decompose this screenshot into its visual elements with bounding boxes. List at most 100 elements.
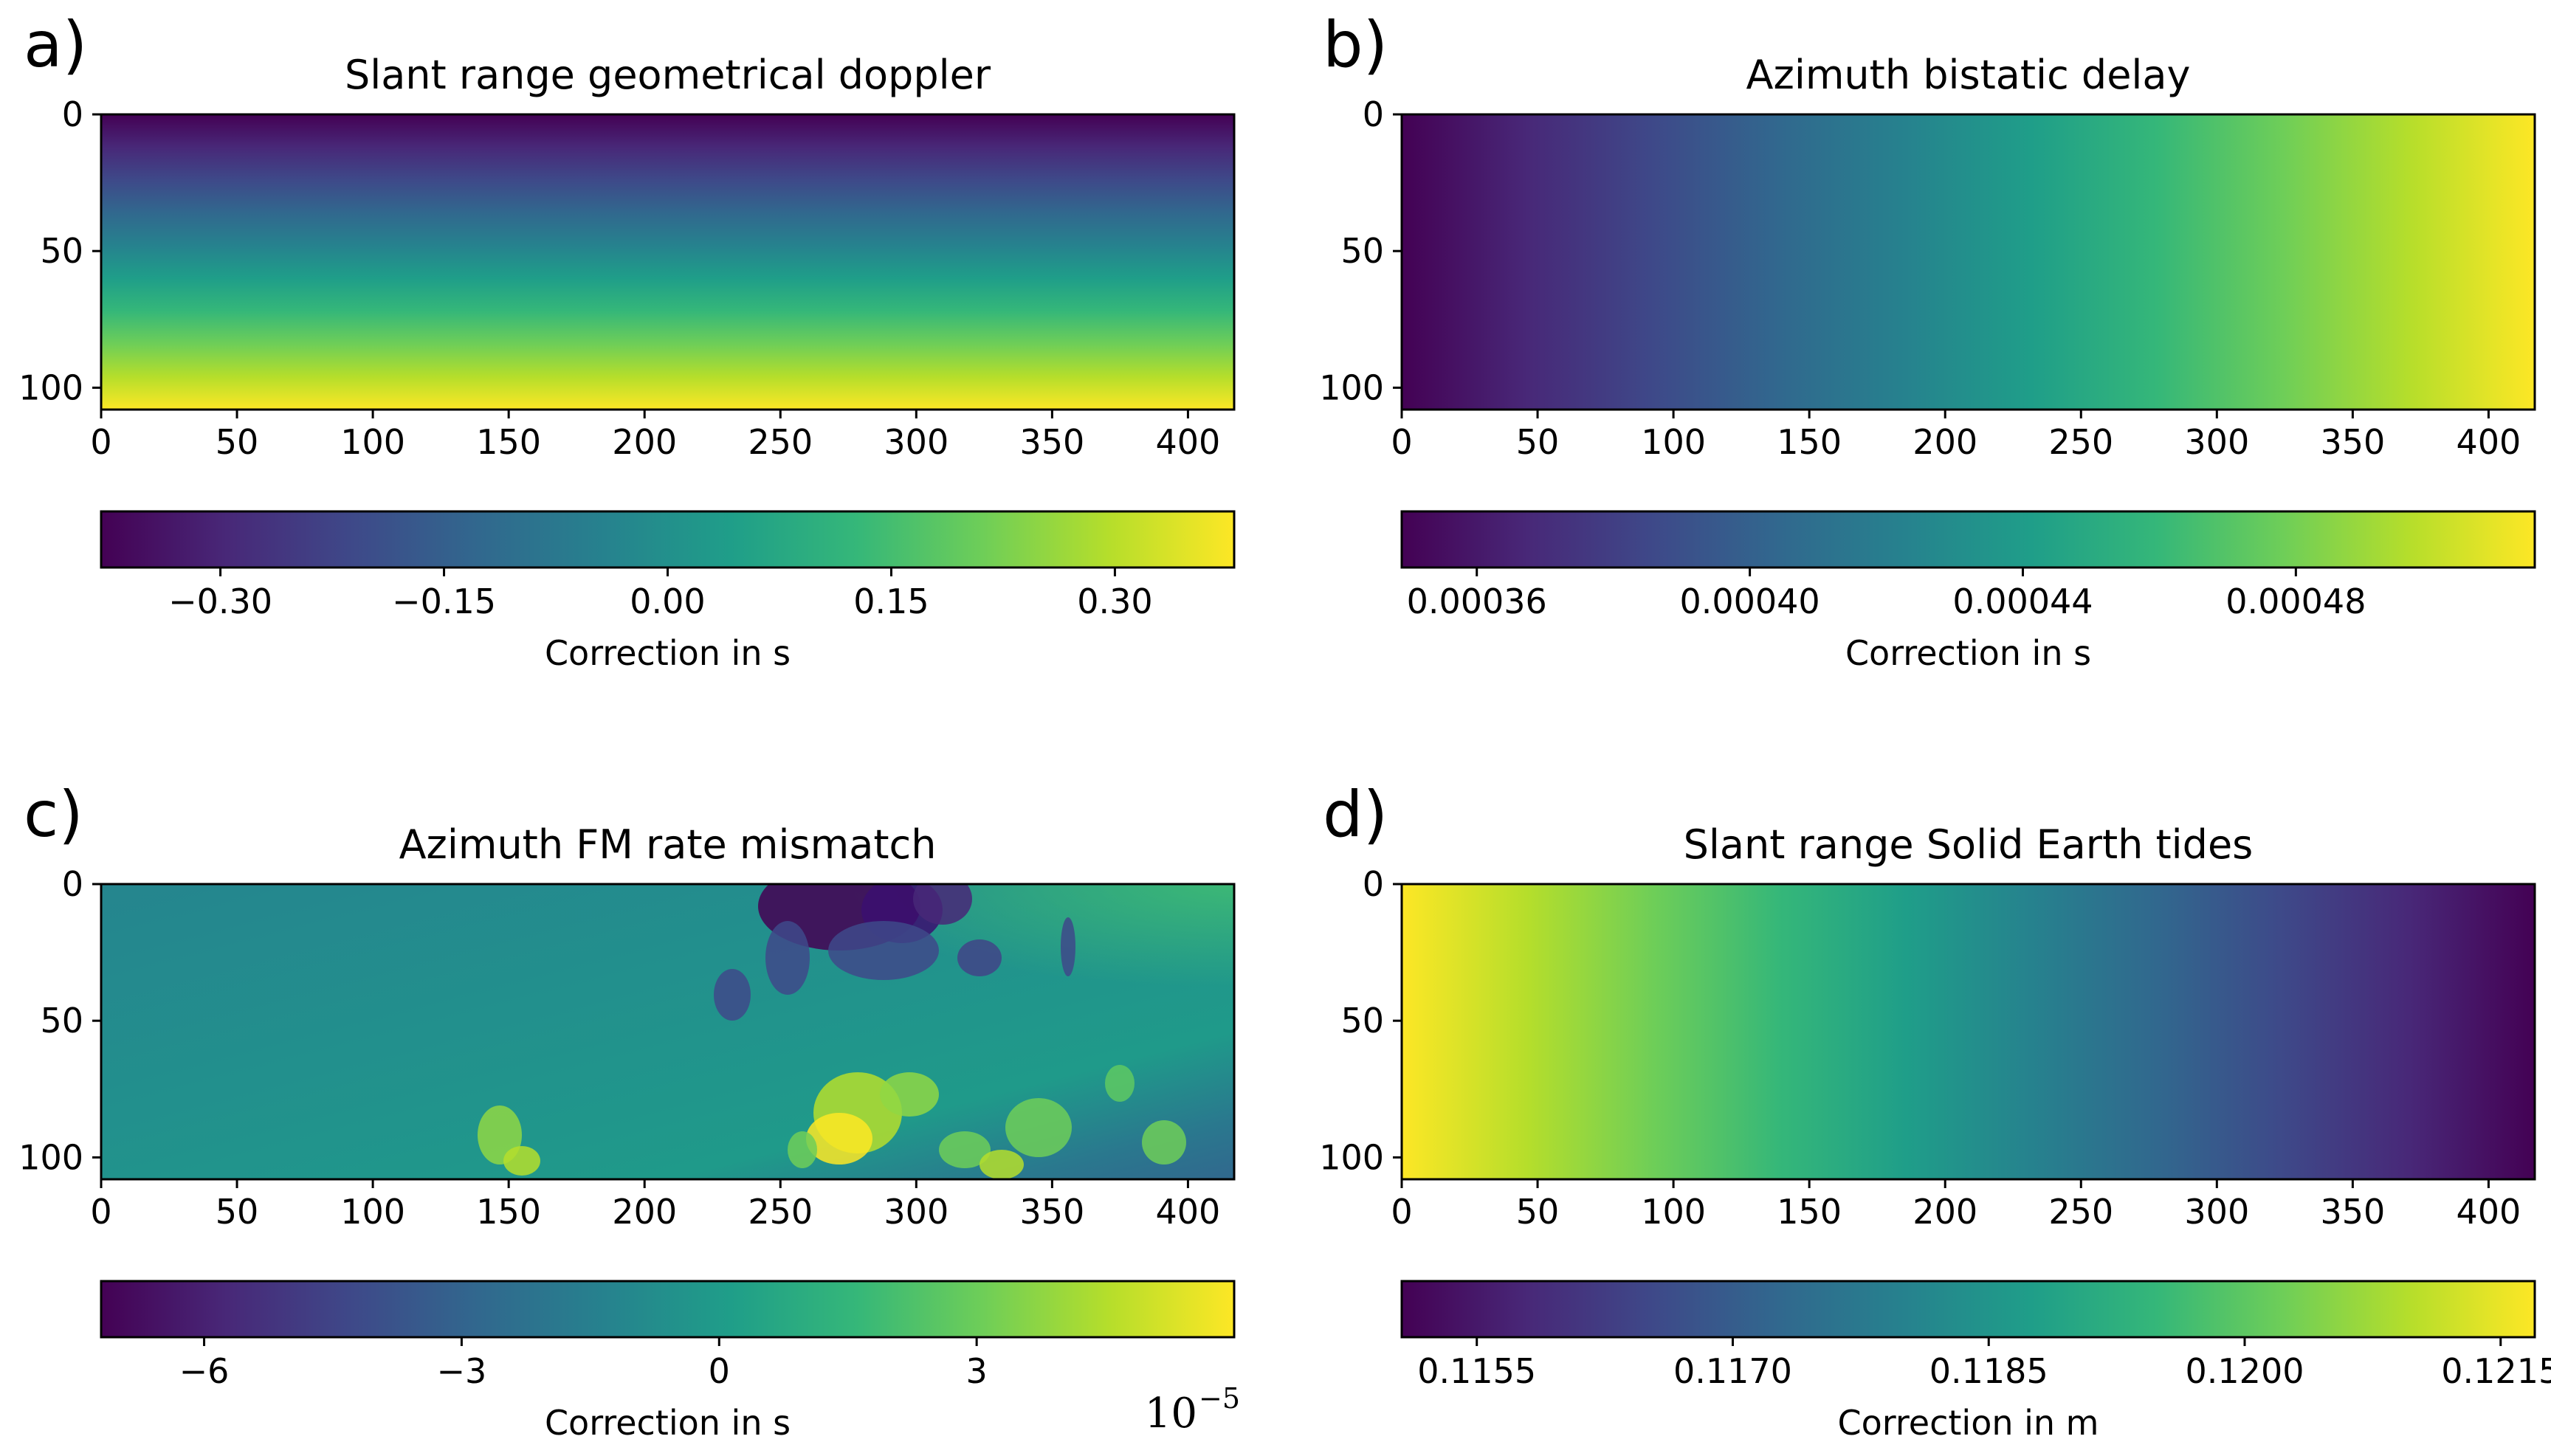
y-tick-label: 50 bbox=[40, 231, 83, 271]
colorbar-frame bbox=[100, 1280, 1236, 1339]
y-tick-label: 100 bbox=[18, 1137, 83, 1177]
x-tick-label: 50 bbox=[216, 422, 259, 462]
y-tick-label: 100 bbox=[1319, 1137, 1384, 1177]
colorbar-frame bbox=[1400, 1280, 2536, 1339]
colorbar-tick-label: −6 bbox=[179, 1351, 230, 1391]
x-tick-label: 200 bbox=[612, 1192, 677, 1232]
x-tick-label: 100 bbox=[340, 1192, 405, 1232]
colorbar-tick-label: 0.00048 bbox=[2225, 582, 2366, 621]
x-tick-label: 300 bbox=[884, 422, 949, 462]
x-tick-label: 100 bbox=[1641, 1192, 1706, 1232]
x-tick-label: 250 bbox=[2048, 422, 2113, 462]
x-tick-label: 200 bbox=[612, 422, 677, 462]
y-tick-label: 0 bbox=[62, 94, 83, 134]
colorbar-label: Correction in s bbox=[545, 633, 791, 673]
x-tick-label: 350 bbox=[1019, 422, 1084, 462]
heatmap-image bbox=[101, 884, 1234, 1179]
x-tick-label: 350 bbox=[1019, 1192, 1084, 1232]
panel-a: a) Slant range geometrical doppler 0 50 100 1… bbox=[18, 8, 1236, 673]
plot-title: Slant range geometrical doppler bbox=[345, 52, 991, 98]
x-tick-label: 50 bbox=[1516, 1192, 1560, 1232]
x-tick-label: 150 bbox=[1777, 1192, 1842, 1232]
panel-label: b) bbox=[1323, 8, 1388, 82]
x-tick-label: 150 bbox=[476, 1192, 541, 1232]
colorbar-tick-label: 0.1185 bbox=[1929, 1351, 2048, 1391]
panel-d: d) Slant range Solid Earth tides 0 50 100 150… bbox=[1319, 778, 2551, 1443]
panel-b: b) Azimuth bistatic delay 0 50 100 150 200 250 3… bbox=[1319, 8, 2536, 673]
x-tick-label: 300 bbox=[884, 1192, 949, 1232]
axes-frame bbox=[1400, 883, 2536, 1181]
y-tick-label: 100 bbox=[1319, 368, 1384, 407]
colorbar-offset-text: 10 bbox=[1145, 1390, 1197, 1438]
colorbar-tick-label: 0 bbox=[709, 1351, 730, 1391]
x-tick-label: 50 bbox=[216, 1192, 259, 1232]
plot-title: Azimuth FM rate mismatch bbox=[399, 821, 937, 868]
axes-frame bbox=[100, 883, 1236, 1181]
y-tick-label: 100 bbox=[18, 368, 83, 407]
colorbar-tick-label: 0.00036 bbox=[1407, 582, 1547, 621]
x-tick-label: 300 bbox=[2184, 422, 2249, 462]
colorbar-label: Correction in s bbox=[1845, 633, 2091, 673]
colorbar-tick-label: −3 bbox=[437, 1351, 487, 1391]
x-tick-label: 100 bbox=[1641, 422, 1706, 462]
axes-frame bbox=[1400, 113, 2536, 411]
heatmap-image bbox=[101, 114, 1234, 410]
x-tick-label: 250 bbox=[748, 1192, 813, 1232]
y-tick-label: 50 bbox=[1340, 231, 1384, 271]
x-tick-label: 150 bbox=[476, 422, 541, 462]
x-tick-label: 0 bbox=[90, 422, 111, 462]
colorbar bbox=[101, 511, 1234, 567]
x-tick-label: 300 bbox=[2184, 1192, 2249, 1232]
x-tick-label: 200 bbox=[1913, 1192, 1977, 1232]
axes-frame bbox=[100, 113, 1236, 411]
x-tick-label: 400 bbox=[2457, 1192, 2521, 1232]
colorbar-tick-label: −0.30 bbox=[168, 582, 272, 621]
x-tick-label: 0 bbox=[90, 1192, 111, 1232]
colorbar-tick-label: 0.1170 bbox=[1673, 1351, 1792, 1391]
colorbar bbox=[1402, 1281, 2535, 1337]
heatmap-image bbox=[1402, 114, 2535, 410]
x-tick-label: 400 bbox=[2457, 422, 2521, 462]
colorbar-tick-label: 3 bbox=[965, 1351, 987, 1391]
x-tick-label: 250 bbox=[748, 422, 813, 462]
colorbar-tick-label: 0.1155 bbox=[1417, 1351, 1536, 1391]
colorbar-tick-label: 0.00 bbox=[630, 582, 705, 621]
plot-title: Azimuth bistatic delay bbox=[1746, 52, 2191, 98]
colorbar-label: Correction in m bbox=[1838, 1403, 2099, 1443]
x-tick-label: 200 bbox=[1913, 422, 1977, 462]
panel-label: c) bbox=[24, 778, 83, 852]
y-tick-label: 50 bbox=[1340, 1001, 1384, 1041]
x-tick-label: 50 bbox=[1516, 422, 1560, 462]
x-tick-label: 400 bbox=[1156, 1192, 1221, 1232]
x-tick-label: 250 bbox=[2048, 1192, 2113, 1232]
colorbar-tick-label: 0.00040 bbox=[1679, 582, 1820, 621]
colorbar-tick-label: 0.1215 bbox=[2441, 1351, 2551, 1391]
colorbar-tick-label: 0.1200 bbox=[2186, 1351, 2304, 1391]
colorbar-tick-label: 0.15 bbox=[853, 582, 929, 621]
heatmap-image bbox=[1402, 884, 2535, 1179]
panel-label: d) bbox=[1323, 778, 1388, 852]
x-tick-label: 350 bbox=[2320, 1192, 2385, 1232]
colorbar-tick-label: 0.30 bbox=[1077, 582, 1152, 621]
x-tick-label: 150 bbox=[1777, 422, 1842, 462]
plot-title: Slant range Solid Earth tides bbox=[1684, 821, 2254, 868]
x-tick-label: 0 bbox=[1391, 1192, 1412, 1232]
colorbar bbox=[1402, 511, 2535, 567]
colorbar-frame bbox=[1400, 510, 2536, 569]
x-tick-label: 400 bbox=[1156, 422, 1221, 462]
y-tick-label: 0 bbox=[62, 864, 83, 904]
y-tick-label: 50 bbox=[40, 1001, 83, 1041]
colorbar bbox=[101, 1281, 1234, 1337]
colorbar-tick-label: 0.00044 bbox=[1952, 582, 2093, 621]
x-tick-label: 350 bbox=[2320, 422, 2385, 462]
x-tick-label: 0 bbox=[1391, 422, 1412, 462]
x-tick-label: 100 bbox=[340, 422, 405, 462]
colorbar-label: Correction in s bbox=[545, 1403, 791, 1443]
y-tick-label: 0 bbox=[1363, 864, 1384, 904]
panel-label: a) bbox=[24, 8, 87, 82]
colorbar-tick-label: −0.15 bbox=[392, 582, 496, 621]
y-tick-label: 0 bbox=[1363, 94, 1384, 134]
colorbar-offset-exponent: −5 bbox=[1199, 1382, 1240, 1415]
